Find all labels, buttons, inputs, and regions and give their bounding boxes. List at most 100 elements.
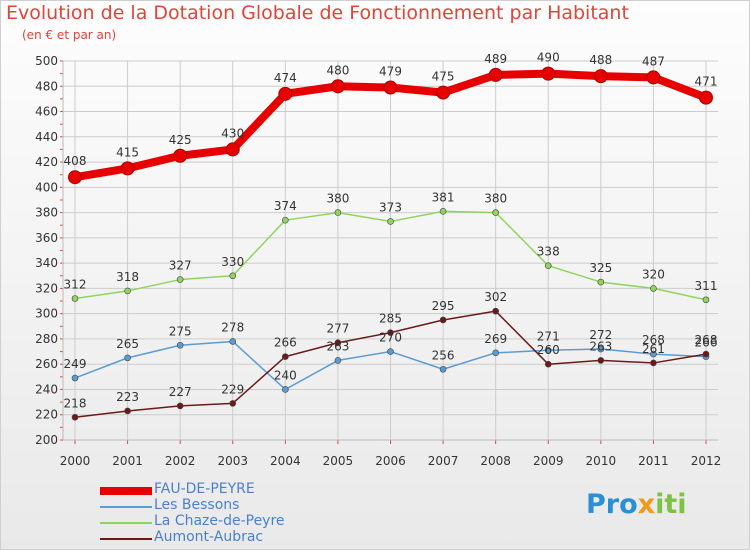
data-label: 475 [432, 70, 455, 84]
data-label: 471 [695, 75, 718, 89]
data-label: 268 [642, 333, 665, 347]
data-label: 277 [326, 322, 349, 336]
x-tick-label: 2009 [533, 454, 564, 468]
data-point [229, 400, 237, 407]
data-label: 285 [379, 312, 402, 326]
legend-label: Les Bessons [154, 497, 240, 513]
data-point [439, 365, 447, 373]
data-label: 240 [274, 368, 297, 382]
data-label: 373 [379, 200, 402, 214]
y-tick-label: 440 [35, 130, 58, 144]
data-point [702, 350, 710, 358]
y-tick-label: 320 [35, 281, 58, 295]
x-tick-label: 2011 [638, 454, 669, 468]
data-label: 489 [484, 52, 507, 66]
data-point [702, 296, 710, 304]
data-label: 487 [642, 54, 665, 68]
data-point [439, 208, 447, 215]
x-tick-label: 2004 [270, 454, 301, 468]
chart-subtitle: (en € et par an) [22, 28, 117, 42]
legend-label: FAU-DE-PEYRE [154, 481, 255, 497]
data-point [650, 285, 657, 292]
data-point [439, 316, 447, 324]
y-tick-label: 400 [35, 180, 58, 194]
data-point [334, 209, 342, 216]
data-label: 265 [116, 337, 139, 351]
data-label: 312 [64, 278, 87, 292]
data-point [387, 218, 394, 225]
y-tick-label: 460 [35, 105, 58, 119]
data-point [593, 69, 608, 84]
proxiti-logo: Proxiti [586, 489, 687, 520]
data-label: 430 [221, 126, 244, 140]
data-point [544, 262, 552, 269]
data-point [334, 357, 342, 364]
data-label: 272 [589, 328, 612, 342]
y-tick-label: 220 [35, 408, 58, 422]
y-tick-label: 200 [35, 433, 58, 447]
chart-title: Evolution de la Dotation Globale de Fonc… [6, 2, 629, 24]
data-point [699, 90, 713, 105]
data-point [387, 348, 394, 355]
data-point [650, 359, 657, 367]
data-point [176, 402, 184, 410]
data-point [176, 276, 184, 283]
data-point [436, 85, 451, 100]
x-tick-label: 2001 [112, 454, 143, 468]
data-point [330, 79, 345, 94]
data-label: 295 [432, 299, 455, 313]
data-label: 408 [64, 154, 87, 168]
data-label: 270 [379, 331, 402, 345]
data-label: 490 [537, 51, 560, 65]
x-tick-label: 2005 [323, 454, 354, 468]
y-tick-label: 480 [35, 79, 58, 93]
data-point [173, 148, 188, 163]
x-tick-label: 2012 [691, 454, 722, 468]
x-tick-label: 2006 [375, 454, 406, 468]
data-point [124, 287, 131, 295]
data-point [492, 307, 499, 315]
legend-swatch [100, 487, 152, 495]
data-point [68, 170, 82, 185]
data-point [229, 272, 237, 280]
data-label: 218 [64, 396, 87, 410]
data-label: 380 [326, 192, 349, 206]
y-tick-label: 280 [35, 332, 58, 346]
data-point [387, 329, 394, 336]
data-point [646, 70, 661, 85]
y-tick-label: 300 [35, 307, 58, 321]
data-point [282, 353, 289, 360]
data-label: 266 [695, 336, 718, 350]
data-label: 278 [221, 320, 244, 334]
data-label: 380 [484, 192, 507, 206]
data-label: 325 [589, 261, 612, 275]
y-tick-label: 240 [35, 382, 58, 396]
data-label: 480 [326, 63, 349, 77]
data-point [71, 374, 79, 382]
x-tick-label: 2007 [428, 454, 459, 468]
data-label: 327 [169, 259, 192, 273]
data-point [544, 360, 552, 368]
x-tick-label: 2008 [480, 454, 511, 468]
data-label: 320 [642, 267, 665, 281]
data-point [650, 350, 657, 358]
data-label: 374 [274, 199, 297, 213]
data-label: 381 [432, 190, 455, 204]
y-tick-label: 420 [35, 155, 58, 169]
data-point [383, 80, 398, 95]
data-point [278, 86, 293, 101]
data-label: 275 [169, 324, 192, 338]
data-point [124, 407, 131, 415]
y-tick-label: 360 [35, 231, 58, 245]
legend-label: La Chaze-de-Peyre [154, 513, 285, 529]
x-tick-label: 2000 [60, 454, 91, 468]
legend-swatch [100, 506, 152, 508]
data-label: 318 [116, 270, 139, 284]
data-point [71, 295, 79, 302]
data-label: 266 [274, 336, 297, 350]
data-point [120, 161, 135, 176]
data-label: 338 [537, 245, 560, 259]
data-point [541, 66, 556, 81]
legend-swatch [100, 522, 152, 524]
data-point [71, 413, 79, 421]
